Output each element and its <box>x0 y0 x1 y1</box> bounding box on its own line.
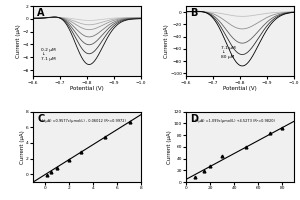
Text: B: B <box>190 8 198 18</box>
Y-axis label: Current (μA): Current (μA) <box>16 24 21 58</box>
X-axis label: Potential (V): Potential (V) <box>70 86 104 91</box>
Text: A: A <box>37 8 45 18</box>
Y-axis label: Current (μA): Current (μA) <box>20 130 25 164</box>
Text: I (μA) =1.099c(μmol/L) +4.5273 (R²=0.9820): I (μA) =1.099c(μmol/L) +4.5273 (R²=0.982… <box>195 119 275 123</box>
Text: I (μA) =0.9577c(μmol/L) - 0.06012 (R²=0.9972): I (μA) =0.9577c(μmol/L) - 0.06012 (R²=0.… <box>42 119 125 123</box>
Y-axis label: Current (μA): Current (μA) <box>167 130 172 164</box>
Y-axis label: Current (μA): Current (μA) <box>164 24 169 58</box>
Text: 7.1 μM
↓
80 μM: 7.1 μM ↓ 80 μM <box>221 46 236 59</box>
Text: 0.2 μM
↓
7.1 μM: 0.2 μM ↓ 7.1 μM <box>41 48 56 61</box>
Text: C: C <box>37 114 45 124</box>
X-axis label: Potential (V): Potential (V) <box>223 86 257 91</box>
Text: D: D <box>190 114 199 124</box>
